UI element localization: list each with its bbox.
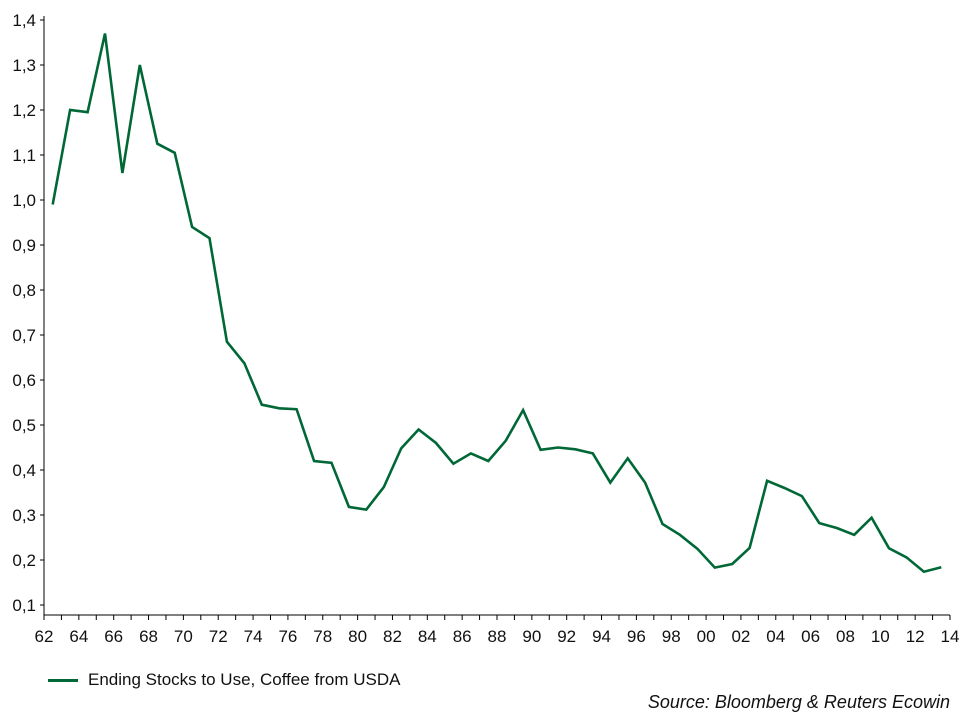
x-tick-label: 92 bbox=[557, 627, 576, 646]
x-tick-label: 04 bbox=[766, 627, 785, 646]
y-tick-label: 1,2 bbox=[12, 101, 36, 120]
x-tick-label: 88 bbox=[488, 627, 507, 646]
y-tick-label: 0,3 bbox=[12, 506, 36, 525]
x-tick-label: 84 bbox=[418, 627, 437, 646]
x-tick-label: 68 bbox=[139, 627, 158, 646]
x-tick-label: 70 bbox=[174, 627, 193, 646]
y-tick-label: 1,3 bbox=[12, 56, 36, 75]
x-tick-label: 80 bbox=[348, 627, 367, 646]
y-tick-label: 1,0 bbox=[12, 191, 36, 210]
y-tick-label: 1,1 bbox=[12, 146, 36, 165]
x-tick-label: 06 bbox=[801, 627, 820, 646]
x-tick-label: 02 bbox=[731, 627, 750, 646]
series-line bbox=[51, 33, 942, 574]
x-tick-label: 72 bbox=[209, 627, 228, 646]
y-tick-label: 0,7 bbox=[12, 326, 36, 345]
x-tick-label: 08 bbox=[836, 627, 855, 646]
x-tick-label: 10 bbox=[871, 627, 890, 646]
y-tick-label: 0,9 bbox=[12, 236, 36, 255]
x-tick-label: 76 bbox=[278, 627, 297, 646]
x-tick-label: 94 bbox=[592, 627, 611, 646]
y-tick-label: 0,8 bbox=[12, 281, 36, 300]
source-note: Source: Bloomberg & Reuters Ecowin bbox=[647, 692, 950, 712]
y-tick-label: 0,1 bbox=[12, 596, 36, 615]
x-tick-label: 82 bbox=[383, 627, 402, 646]
x-tick-label: 78 bbox=[313, 627, 332, 646]
x-tick-label: 64 bbox=[69, 627, 88, 646]
y-tick-label: 1,4 bbox=[12, 11, 36, 30]
y-tick-label: 0,2 bbox=[12, 551, 36, 570]
x-tick-label: 12 bbox=[906, 627, 925, 646]
x-tick-label: 90 bbox=[522, 627, 541, 646]
x-tick-label: 86 bbox=[453, 627, 472, 646]
y-tick-label: 0,4 bbox=[12, 461, 36, 480]
legend-label: Ending Stocks to Use, Coffee from USDA bbox=[88, 670, 401, 689]
x-tick-label: 74 bbox=[244, 627, 263, 646]
x-tick-label: 62 bbox=[35, 627, 54, 646]
plot-area: 0,1 0,2 0,3 0,4 0,5 0,6 0,7 0,8 0,9 1,0 1,1 1,2 1,3 1… bbox=[12, 11, 959, 646]
x-tick-label: 00 bbox=[697, 627, 716, 646]
y-tick-label: 0,5 bbox=[12, 416, 36, 435]
x-tick-label: 96 bbox=[627, 627, 646, 646]
x-tick-label: 98 bbox=[662, 627, 681, 646]
legend-swatch bbox=[48, 678, 78, 682]
x-tick-label: 66 bbox=[104, 627, 123, 646]
legend: Ending Stocks to Use, Coffee from USDA bbox=[48, 670, 400, 690]
x-tick-label: 14 bbox=[941, 627, 960, 646]
y-tick-label: 0,6 bbox=[12, 371, 36, 390]
